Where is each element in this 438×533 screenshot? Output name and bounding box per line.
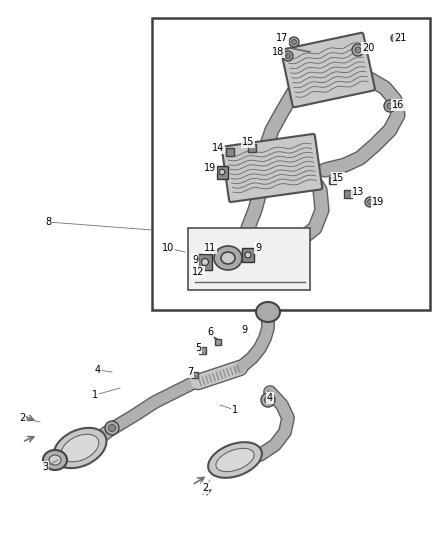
Text: 12: 12 xyxy=(192,267,204,277)
Text: 13: 13 xyxy=(352,187,364,197)
Circle shape xyxy=(393,36,397,40)
Text: 1: 1 xyxy=(232,405,238,415)
Ellipse shape xyxy=(256,302,280,322)
Text: 14: 14 xyxy=(212,143,224,153)
Ellipse shape xyxy=(214,246,242,270)
Bar xyxy=(215,339,221,345)
Circle shape xyxy=(384,100,396,112)
Circle shape xyxy=(367,199,372,205)
FancyBboxPatch shape xyxy=(222,134,322,202)
Text: 1: 1 xyxy=(92,390,98,400)
Text: 4: 4 xyxy=(267,393,273,403)
Ellipse shape xyxy=(61,434,99,462)
Circle shape xyxy=(109,424,116,432)
Ellipse shape xyxy=(221,252,235,264)
Ellipse shape xyxy=(43,450,67,470)
Circle shape xyxy=(292,39,297,44)
Text: 10: 10 xyxy=(162,243,174,253)
Ellipse shape xyxy=(53,428,106,468)
Circle shape xyxy=(261,393,275,407)
Text: 9: 9 xyxy=(241,325,247,335)
Text: 6: 6 xyxy=(207,327,213,337)
Circle shape xyxy=(245,252,251,258)
Circle shape xyxy=(355,47,361,53)
Bar xyxy=(216,166,227,179)
Text: 4: 4 xyxy=(95,365,101,375)
Bar xyxy=(248,144,256,152)
Bar xyxy=(344,190,352,198)
Text: 17: 17 xyxy=(276,33,288,43)
Text: 21: 21 xyxy=(394,33,406,43)
Ellipse shape xyxy=(208,442,262,478)
Text: 2: 2 xyxy=(202,483,208,493)
Circle shape xyxy=(265,397,272,403)
Text: 9: 9 xyxy=(192,255,198,265)
FancyBboxPatch shape xyxy=(281,33,375,107)
Text: 3: 3 xyxy=(42,462,48,472)
Text: 19: 19 xyxy=(204,163,216,173)
Text: 2: 2 xyxy=(19,413,25,423)
Circle shape xyxy=(352,44,364,56)
Circle shape xyxy=(391,34,399,42)
Circle shape xyxy=(201,259,208,265)
Text: 7: 7 xyxy=(187,367,193,377)
Circle shape xyxy=(286,53,290,59)
Ellipse shape xyxy=(216,448,254,472)
Bar xyxy=(328,176,336,183)
Text: 8: 8 xyxy=(45,217,51,227)
Text: 15: 15 xyxy=(242,137,254,147)
Text: 15: 15 xyxy=(332,173,344,183)
Text: 19: 19 xyxy=(372,197,384,207)
Bar xyxy=(242,248,254,262)
Circle shape xyxy=(289,37,299,47)
Circle shape xyxy=(365,197,375,207)
Bar xyxy=(226,148,234,156)
Circle shape xyxy=(387,103,393,109)
Circle shape xyxy=(283,51,293,61)
Text: 20: 20 xyxy=(362,43,374,53)
Circle shape xyxy=(219,169,225,175)
Bar xyxy=(198,346,205,353)
Text: 5: 5 xyxy=(195,343,201,353)
Circle shape xyxy=(105,421,119,435)
Bar xyxy=(188,228,310,290)
Ellipse shape xyxy=(49,455,61,465)
Text: 16: 16 xyxy=(392,100,404,110)
Text: 9: 9 xyxy=(255,243,261,253)
Text: 18: 18 xyxy=(272,47,284,57)
Bar xyxy=(198,254,212,270)
Bar xyxy=(152,18,430,310)
Bar xyxy=(192,372,198,378)
Text: 11: 11 xyxy=(204,243,216,253)
